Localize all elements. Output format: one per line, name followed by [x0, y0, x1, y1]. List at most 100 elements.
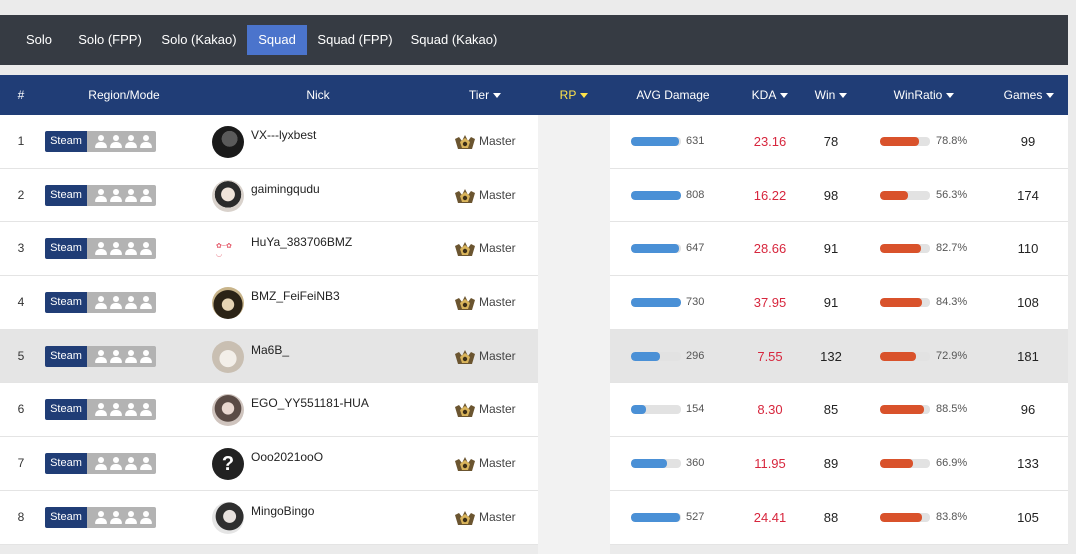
games-value: 99: [1020, 134, 1036, 149]
person-icon: [95, 242, 107, 256]
squad-mode-icon: [87, 131, 156, 152]
avatar[interactable]: ?: [212, 448, 244, 481]
tier-label: Master: [479, 456, 516, 471]
person-icon: [140, 188, 152, 202]
region-label: Steam: [45, 131, 87, 152]
avg-damage-bar-fill: [631, 405, 646, 415]
player-nick[interactable]: Ooo2021ooO: [251, 450, 324, 465]
header-nick: Nick: [306, 88, 330, 102]
master-tier-icon: [455, 510, 475, 525]
win-value: 91: [823, 295, 839, 311]
person-icon: [140, 242, 152, 256]
person-icon: [140, 457, 152, 471]
avatar[interactable]: [212, 287, 244, 320]
rp-column-shade: [538, 115, 610, 554]
header-avg-damage[interactable]: AVG Damage: [636, 88, 710, 102]
person-icon: [95, 457, 107, 471]
avg-damage-bar: [631, 137, 681, 146]
win-value: 132: [820, 348, 842, 364]
rank-cell: 6: [17, 402, 25, 417]
games-value: 105: [1017, 509, 1039, 525]
table-header: # Region/Mode Nick Tier RP AVG Damage KD…: [0, 75, 1068, 115]
rank-cell: 8: [17, 509, 25, 524]
person-icon: [140, 296, 152, 310]
header-games[interactable]: Games: [994, 75, 1064, 115]
tab-solo-kakao[interactable]: Solo (Kakao): [161, 32, 237, 47]
player-nick[interactable]: BMZ_FeiFeiNB3: [251, 289, 340, 304]
header-kda-label: KDA: [751, 88, 777, 102]
player-nick[interactable]: VX---lyxbest: [251, 128, 317, 142]
avatar[interactable]: [212, 126, 244, 158]
person-icon: [95, 349, 107, 363]
avg-damage-value: 631: [686, 135, 705, 147]
person-icon: [140, 349, 152, 363]
kda-value: 37.95: [753, 295, 787, 311]
kda-value: 11.95: [754, 456, 786, 472]
tab-solo-fpp[interactable]: Solo (FPP): [78, 32, 142, 47]
avatar[interactable]: [212, 501, 244, 534]
avatar[interactable]: ✿~✿ ◡: [212, 233, 244, 266]
mode-tabs-bar: Solo Solo (FPP) Solo (Kakao) Squad Squad…: [0, 15, 1068, 65]
win-ratio-bar-fill: [880, 512, 922, 522]
player-nick[interactable]: HuYa_383706BMZ: [251, 235, 353, 250]
tab-solo[interactable]: Solo: [25, 32, 53, 47]
avg-damage-value: 360: [686, 457, 705, 470]
tab-squad[interactable]: Squad: [247, 25, 307, 55]
win-ratio-bar-fill: [880, 459, 914, 469]
master-tier-icon: [455, 296, 475, 311]
sort-caret-icon: [1046, 93, 1055, 98]
player-nick[interactable]: MingoBingo: [251, 503, 315, 518]
tab-squad-kakao[interactable]: Squad (Kakao): [410, 32, 498, 47]
avatar[interactable]: [212, 394, 244, 427]
header-win[interactable]: Win: [802, 75, 860, 115]
win-value: 89: [823, 456, 839, 472]
avatar[interactable]: [212, 340, 244, 373]
avg-damage-bar: [631, 459, 681, 469]
win-ratio-value: 66.9%: [936, 457, 968, 470]
squad-mode-icon: [87, 238, 156, 260]
master-tier-icon: [455, 457, 475, 472]
player-nick[interactable]: gaimingqudu: [251, 181, 320, 196]
squad-mode-icon: [87, 184, 156, 206]
tier-label: Master: [479, 295, 516, 310]
win-ratio-bar-fill: [880, 351, 917, 361]
sort-caret-icon: [493, 93, 502, 98]
kda-value: 7.55: [757, 348, 783, 364]
avatar[interactable]: [212, 179, 244, 212]
sort-caret-icon: [946, 93, 955, 98]
header-win-ratio[interactable]: WinRatio: [884, 75, 964, 115]
tier-label: Master: [479, 348, 516, 363]
person-icon: [95, 188, 107, 202]
region-label: Steam: [45, 238, 87, 260]
table-row[interactable]: 2SteamgaimingquduMaster5,000 RP80816.229…: [0, 168, 1068, 223]
player-nick[interactable]: EGO_YY551181-HUA: [251, 396, 369, 411]
kda-value: 24.41: [753, 509, 787, 525]
avg-damage-value: 647: [686, 242, 705, 255]
win-ratio-bar: [880, 512, 930, 522]
header-rp-label: RP: [559, 88, 577, 102]
person-icon: [110, 188, 122, 202]
tab-squad-fpp[interactable]: Squad (FPP): [317, 32, 393, 47]
avg-damage-bar-fill: [631, 244, 679, 254]
tier-label: Master: [479, 187, 516, 202]
kda-value: 23.16: [753, 134, 787, 149]
table-row[interactable]: 8SteamMingoBingoMaster4,758 RP52724.4188…: [0, 490, 1068, 545]
rank-cell: 3: [17, 241, 25, 256]
win-ratio-bar-fill: [880, 190, 909, 200]
header-kda[interactable]: KDA: [738, 75, 802, 115]
header-win-label: Win: [814, 88, 836, 102]
header-tier[interactable]: Tier: [452, 75, 518, 115]
header-rp[interactable]: RP: [538, 75, 610, 115]
person-icon: [125, 457, 137, 471]
avg-damage-bar: [631, 512, 681, 522]
win-value: 88: [823, 509, 839, 525]
player-nick[interactable]: Ma6B_: [251, 342, 290, 357]
rank-cell: 1: [17, 134, 25, 148]
win-ratio-bar: [880, 405, 930, 415]
